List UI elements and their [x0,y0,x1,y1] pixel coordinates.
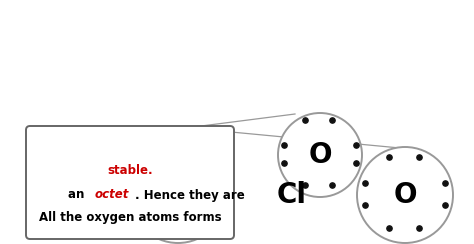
Circle shape [130,147,226,243]
Circle shape [357,147,453,243]
Text: Cl: Cl [277,181,307,209]
Text: octet: octet [95,189,129,202]
FancyBboxPatch shape [26,126,234,239]
Text: an: an [68,189,89,202]
Text: O: O [166,181,190,209]
Text: . Hence they are: . Hence they are [135,189,245,202]
Text: stable.: stable. [107,163,153,176]
Circle shape [278,113,362,197]
Text: O: O [393,181,417,209]
Text: All the oxygen atoms forms: All the oxygen atoms forms [39,212,221,224]
Text: O: O [308,141,332,169]
